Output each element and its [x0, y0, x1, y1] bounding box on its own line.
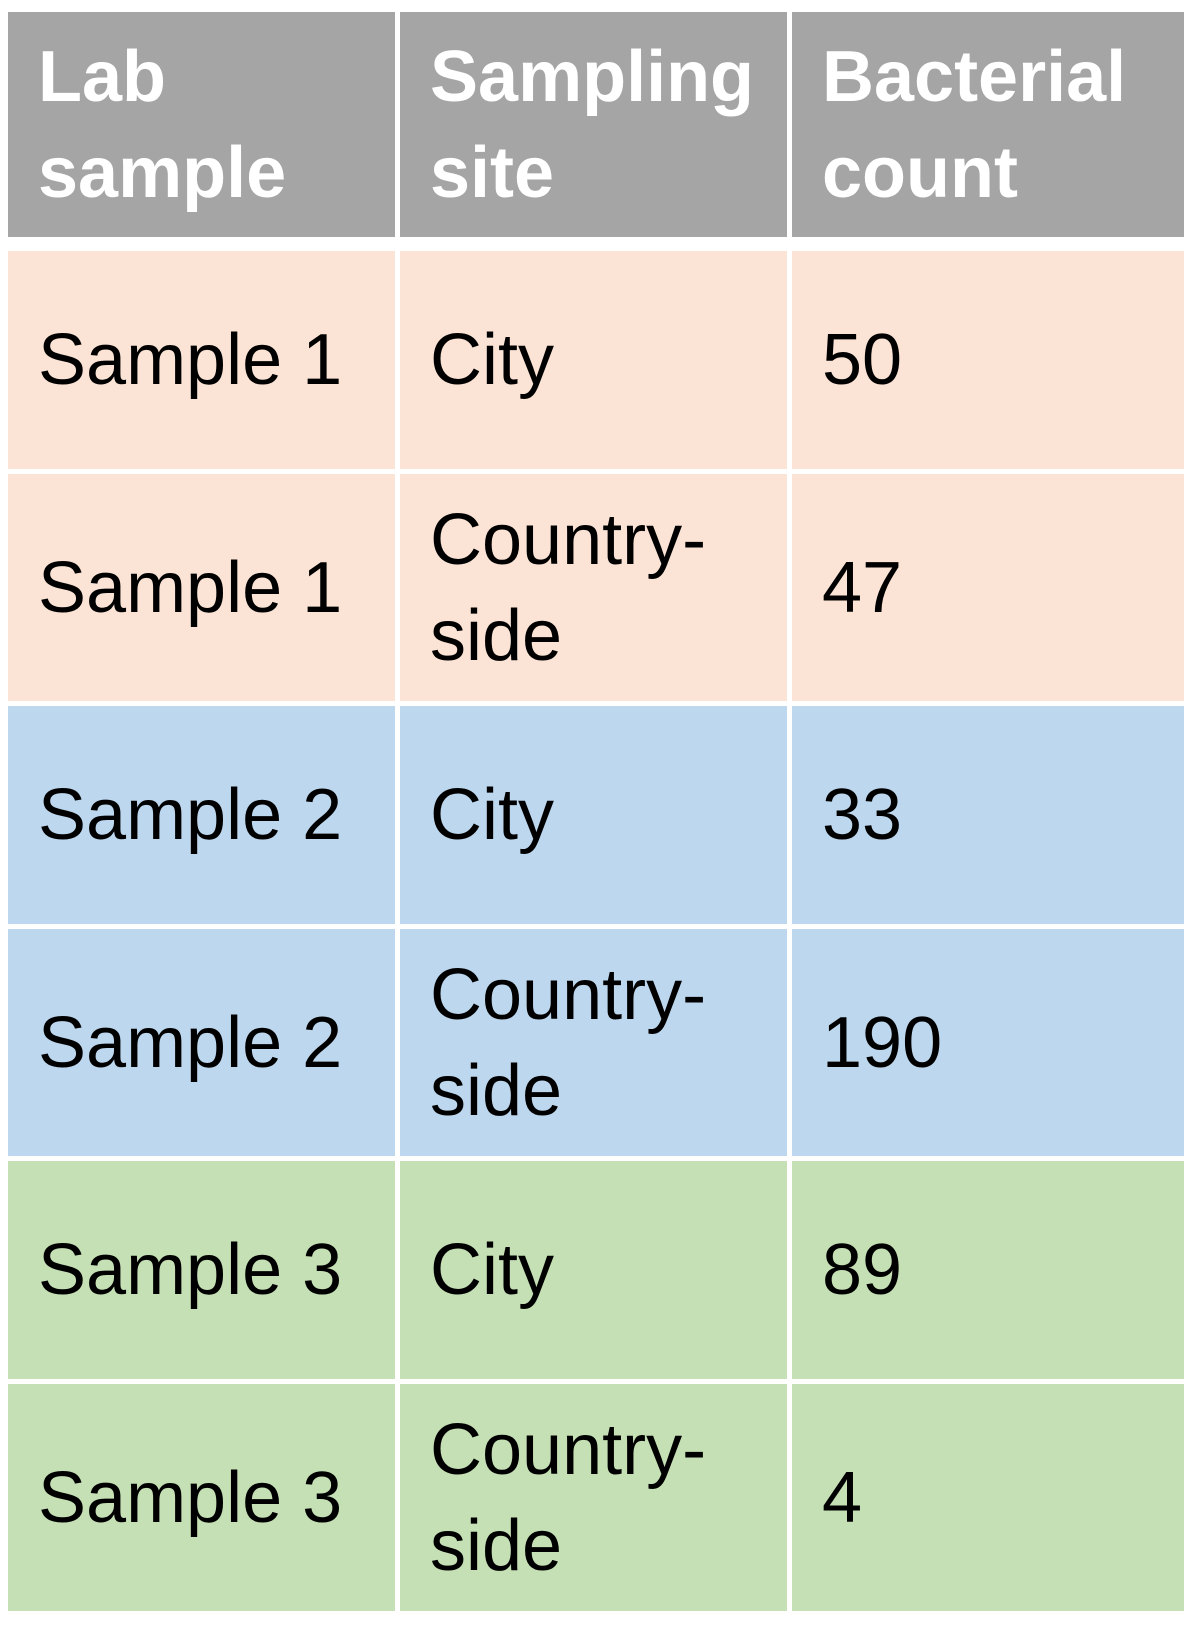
cell-bacterial-count: 47	[792, 474, 1184, 706]
cell-sampling-site-text: Country- side	[430, 499, 707, 676]
cell-sampling-site-text: Country- side	[430, 954, 707, 1131]
table-header: Lab sample Sampling site Bacterial count	[8, 12, 1184, 251]
table-row: Sample 3 Country- side 4	[8, 1384, 1184, 1616]
cell-bacterial-count: 89	[792, 1161, 1184, 1384]
bacterial-count-table: Lab sample Sampling site Bacterial count…	[8, 12, 1184, 1616]
cell-lab-sample: Sample 2	[8, 706, 400, 929]
cell-lab-sample: Sample 1	[8, 474, 400, 706]
header-row: Lab sample Sampling site Bacterial count	[8, 12, 1184, 251]
cell-sampling-site-text: City	[430, 775, 554, 855]
cell-lab-sample: Sample 3	[8, 1161, 400, 1384]
cell-sampling-site: City	[400, 706, 792, 929]
cell-sampling-site: City	[400, 251, 792, 474]
cell-bacterial-count: 4	[792, 1384, 1184, 1616]
cell-sampling-site-text: Country- side	[430, 1409, 707, 1586]
cell-bacterial-count: 33	[792, 706, 1184, 929]
cell-lab-sample: Sample 3	[8, 1384, 400, 1616]
cell-sampling-site: City	[400, 1161, 792, 1384]
table-body: Sample 1 City 50 Sample 1 Country- side …	[8, 251, 1184, 1616]
table-row: Sample 2 Country- side 190	[8, 929, 1184, 1161]
header-label-lab-sample: Lab sample	[38, 36, 287, 213]
cell-lab-sample: Sample 2	[8, 929, 400, 1161]
cell-lab-sample: Sample 1	[8, 251, 400, 474]
cell-sampling-site: Country- side	[400, 474, 792, 706]
table-row: Sample 3 City 89	[8, 1161, 1184, 1384]
table-row: Sample 2 City 33	[8, 706, 1184, 929]
cell-sampling-site-text: City	[430, 320, 554, 400]
header-cell-sampling-site: Sampling site	[400, 12, 792, 251]
header-cell-bacterial-count: Bacterial count	[792, 12, 1184, 251]
cell-sampling-site: Country- side	[400, 1384, 792, 1616]
cell-bacterial-count: 190	[792, 929, 1184, 1161]
header-cell-lab-sample: Lab sample	[8, 12, 400, 251]
cell-bacterial-count: 50	[792, 251, 1184, 474]
cell-sampling-site: Country- side	[400, 929, 792, 1161]
cell-sampling-site-text: City	[430, 1230, 554, 1310]
header-label-sampling-site: Sampling site	[430, 36, 755, 213]
table-row: Sample 1 Country- side 47	[8, 474, 1184, 706]
header-label-bacterial-count: Bacterial count	[822, 36, 1127, 213]
table-row: Sample 1 City 50	[8, 251, 1184, 474]
